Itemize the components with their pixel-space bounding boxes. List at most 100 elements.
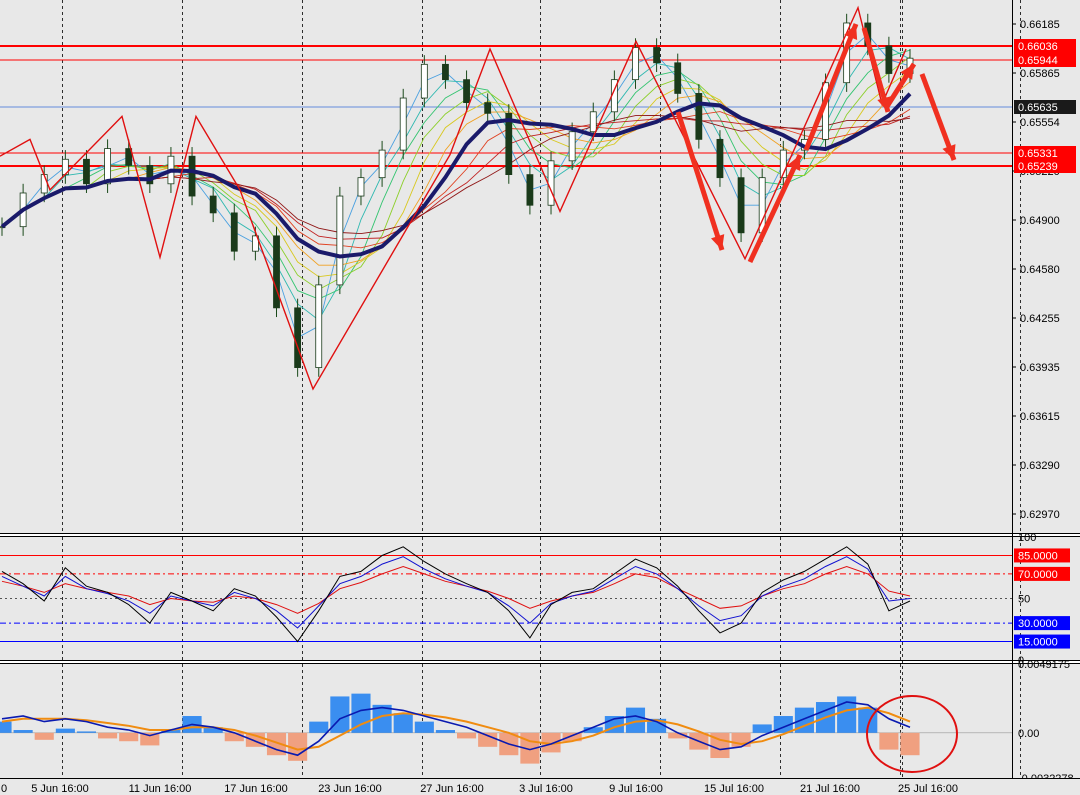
macd-histogram-bar: [224, 732, 244, 742]
macd-histogram-bar: [161, 730, 181, 733]
candle-body: [40, 174, 48, 194]
macd-histogram-bar: [140, 732, 160, 746]
macd-histogram-bar: [309, 721, 329, 733]
price-level-label: 0.65331: [1018, 148, 1058, 160]
arrow-down: [919, 73, 957, 161]
oscillator-level-label: 15.0000: [1018, 637, 1058, 649]
ribbon-ma-line: [1, 47, 911, 321]
zigzag-line: [0, 5, 907, 391]
macd-histogram-bar: [55, 728, 75, 733]
candle-body: [568, 131, 576, 162]
highlight-circle: [866, 695, 958, 773]
oscillator-axis-label: 100: [1018, 532, 1036, 544]
price-level-tag: [1014, 146, 1076, 160]
macd-histogram-bar: [647, 718, 667, 733]
candle-body: [399, 97, 407, 151]
candle-body: [463, 79, 470, 104]
time-axis-label: 5 Jun 16:00: [31, 783, 89, 795]
time-axis-label: 3 Jul 16:00: [519, 783, 573, 795]
price-tick-label: 0.65865: [1020, 68, 1060, 80]
candle-body: [294, 307, 302, 368]
oscillator-level-label: 30.0000: [1018, 618, 1058, 630]
candle-body: [83, 158, 90, 185]
macd-histogram-bar: [710, 732, 730, 759]
candle-body: [547, 160, 555, 206]
candle-body: [251, 235, 259, 252]
price-tick-label: 0.62970: [1020, 509, 1060, 521]
time-axis-label: 15 Jul 16:00: [704, 783, 764, 795]
candle-body: [209, 195, 217, 214]
macd-fast-line: [1, 701, 911, 757]
candle-body: [146, 165, 154, 185]
macd-histogram-bar: [34, 732, 54, 740]
time-axis-label: 25 Jul 16:00: [898, 783, 958, 795]
trend-ma-line: [0, 92, 912, 259]
price-tick-label: 0.64580: [1020, 264, 1060, 276]
oscillator-axis-label: 50: [1018, 594, 1030, 606]
candle-body: [378, 149, 386, 179]
price-level-tag: [1014, 100, 1076, 114]
candle-body: [336, 195, 344, 286]
candle-body: [716, 138, 724, 179]
candle-body: [273, 235, 280, 309]
macd-histogram-bar: [414, 721, 434, 733]
candle-body: [125, 148, 133, 166]
oscillator-level-tag: [1014, 548, 1070, 563]
macd-histogram-bar: [457, 732, 477, 739]
oscillator-level-tag: [1014, 616, 1070, 631]
macd-histogram-bar: [837, 696, 857, 733]
macd-histogram-bar: [541, 732, 561, 753]
ribbon-ma-line: [1, 56, 911, 291]
macd-histogram-bar: [879, 732, 899, 750]
macd-histogram-bar: [203, 727, 223, 733]
arrow-down-head: [942, 144, 956, 160]
oscillator-level-label: 85.0000: [1018, 550, 1058, 562]
arrow-up: [803, 23, 859, 151]
oscillator-black-line: [1, 546, 911, 643]
arrow-up-head: [844, 24, 858, 40]
price-level-label: 0.65944: [1018, 55, 1058, 67]
time-axis-label: 0: [1, 783, 7, 795]
price-tick-label: 0.63290: [1020, 460, 1060, 472]
macd-histogram-bar: [76, 731, 97, 733]
price-tick-label: 0.66185: [1020, 19, 1060, 31]
axis-corner: [1013, 779, 1080, 795]
time-axis-label: 27 Jun 16:00: [420, 783, 484, 795]
candle-body: [230, 212, 238, 252]
arrow-down-head: [710, 234, 725, 250]
candle-body: [420, 63, 428, 99]
macd-histogram-bar: [478, 732, 498, 747]
price-level-tag: [1014, 159, 1076, 173]
macd-histogram-bar: [668, 732, 688, 739]
ribbon-ma-line: [1, 49, 911, 300]
candle-body: [737, 177, 745, 234]
pane-separator: [0, 533, 1080, 537]
candle-body: [315, 284, 323, 368]
candle-body: [653, 47, 661, 64]
candle-body: [188, 155, 196, 197]
candle-body: [779, 149, 787, 179]
candle-body: [674, 62, 682, 94]
macd-histogram-bar: [13, 730, 33, 733]
macd-slow-line: [1, 706, 911, 751]
macd-histogram-bar: [583, 727, 603, 733]
time-axis-label: 11 Jun 16:00: [129, 783, 192, 795]
price-tick-label: 0.64900: [1020, 215, 1060, 227]
macd-histogram-bar: [752, 724, 772, 733]
oscillator-axis-label: 0: [1018, 655, 1024, 667]
macd-histogram-bar: [794, 707, 814, 733]
pane-separator: [0, 660, 1080, 664]
time-axis-label: 23 Jun 16:00: [318, 783, 382, 795]
candle-body: [695, 93, 703, 140]
price-tick-label: 0.65554: [1020, 117, 1060, 129]
macd-histogram-bar: [393, 713, 413, 733]
time-axis-label: 21 Jul 16:00: [800, 783, 860, 795]
arrow-up: [747, 153, 803, 264]
candle-body: [632, 47, 639, 81]
oscillator-level-label: 70.0000: [1018, 569, 1058, 581]
oscillator-level-tag: [1014, 634, 1070, 649]
macd-histogram-bar: [0, 721, 12, 733]
